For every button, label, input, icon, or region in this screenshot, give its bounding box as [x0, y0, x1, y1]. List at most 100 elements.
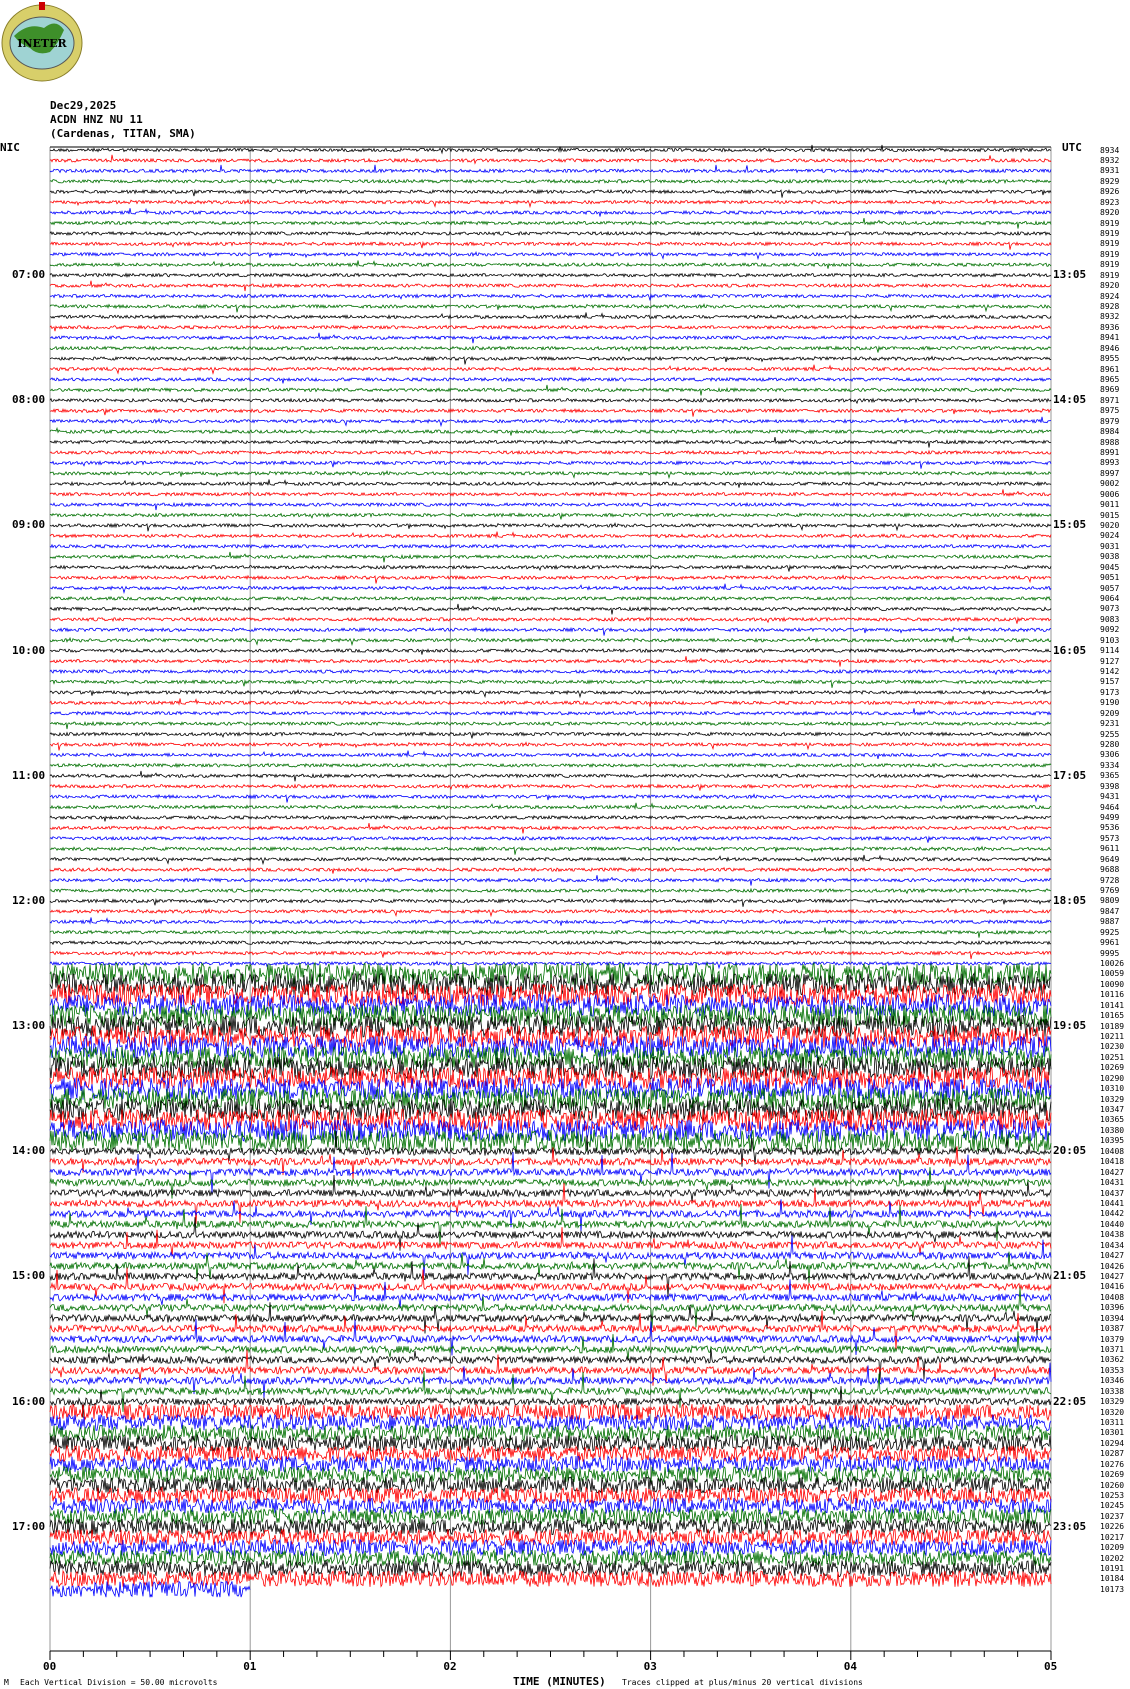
row-value: 8919 — [1100, 228, 1120, 238]
row-value: 10427 — [1100, 1271, 1125, 1281]
row-value: 10346 — [1100, 1376, 1125, 1386]
row-value: 10353 — [1100, 1365, 1125, 1375]
row-value: 10320 — [1100, 1407, 1125, 1417]
row-value: 9887 — [1100, 917, 1120, 927]
trace-row — [49, 1302, 1051, 1336]
trace-row — [49, 741, 1052, 751]
row-value: 10442 — [1100, 1209, 1125, 1219]
row-value: 10416 — [1100, 1282, 1125, 1292]
row-value: 10329 — [1100, 1397, 1125, 1407]
left-hour-label: 07:00 — [12, 268, 46, 282]
trace-row — [49, 1076, 1052, 1101]
row-value: 9255 — [1100, 729, 1120, 739]
row-value: 8991 — [1100, 447, 1120, 457]
row-value: 10426 — [1100, 1261, 1125, 1271]
row-value: 8919 — [1100, 218, 1120, 228]
row-value: 10347 — [1100, 1105, 1125, 1115]
trace-row — [49, 144, 1051, 155]
row-value: 10427 — [1100, 1167, 1125, 1177]
trace-row — [49, 376, 1052, 384]
row-value: 10090 — [1100, 979, 1125, 989]
trace-row — [49, 1151, 1052, 1193]
station-label: ACDN HNZ NU 11 — [50, 113, 143, 126]
row-value: 10202 — [1100, 1553, 1125, 1563]
row-value: 8932 — [1100, 312, 1120, 322]
trace-row — [49, 939, 1052, 946]
trace-row — [49, 1182, 1052, 1224]
row-value: 10251 — [1100, 1052, 1125, 1062]
trace-row — [49, 688, 1052, 699]
trace-row — [49, 364, 1052, 375]
row-value: 9064 — [1100, 593, 1120, 603]
row-value: 9961 — [1100, 938, 1120, 948]
row-value: 10379 — [1100, 1334, 1125, 1344]
trace-row — [49, 1528, 1052, 1547]
row-value: 10440 — [1100, 1219, 1125, 1229]
trace-row — [49, 426, 1052, 436]
row-value: 8920 — [1100, 281, 1120, 291]
row-value: 9649 — [1100, 854, 1120, 864]
left-hour-label: 13:00 — [12, 1019, 46, 1033]
right-hour-label: 22:05 — [1053, 1394, 1087, 1408]
trace-row — [49, 647, 1052, 655]
trace-row — [49, 887, 1052, 895]
trace-row — [49, 1267, 1052, 1304]
scale-note: Each Vertical Division = 50.00 microvolt… — [20, 1678, 218, 1687]
date-label: Dec29,2025 — [50, 99, 117, 112]
trace-row — [49, 854, 1052, 866]
row-value: 9051 — [1100, 573, 1120, 583]
row-value: 9688 — [1100, 865, 1120, 875]
trace-row — [49, 324, 1052, 332]
row-value: 8919 — [1100, 239, 1120, 249]
row-value: 8961 — [1100, 364, 1120, 374]
row-value: 8979 — [1100, 416, 1120, 426]
row-value: 9045 — [1100, 562, 1120, 572]
trace-row — [49, 1559, 1052, 1578]
row-value: 10438 — [1100, 1230, 1125, 1240]
row-value: 10209 — [1100, 1543, 1125, 1553]
trace-row — [49, 1055, 1052, 1080]
row-value: 10226 — [1100, 1522, 1125, 1532]
trace-row — [49, 564, 1052, 572]
trace-row — [49, 551, 1052, 563]
right-hour-label: 19:05 — [1053, 1019, 1087, 1033]
trace-row — [49, 1465, 1052, 1484]
row-value: 9173 — [1100, 687, 1120, 697]
row-value: 10371 — [1100, 1344, 1125, 1354]
row-value: 10441 — [1100, 1198, 1125, 1208]
x-tick-label: 02 — [443, 1660, 457, 1673]
trace-row — [49, 240, 1052, 250]
trace-row — [49, 1433, 1052, 1453]
row-value: 9073 — [1100, 604, 1120, 614]
right-hour-label: 18:05 — [1053, 893, 1087, 907]
row-value: 8934 — [1100, 145, 1120, 155]
trace-row — [49, 845, 1052, 855]
trace-row — [49, 917, 1052, 926]
trace-row — [49, 489, 1052, 497]
row-value: 10329 — [1100, 1094, 1125, 1104]
trace-row — [49, 770, 1051, 782]
trace-row — [49, 656, 1052, 667]
trace-row — [49, 531, 1052, 540]
right-hour-label: 17:05 — [1053, 768, 1087, 782]
trace-row — [49, 207, 1052, 217]
trace-row — [49, 1146, 1052, 1180]
row-value: 9431 — [1100, 792, 1120, 802]
row-value: 9847 — [1100, 906, 1120, 916]
row-value: 9020 — [1100, 520, 1120, 530]
trace-row — [49, 1003, 1052, 1028]
row-value: 8929 — [1100, 176, 1120, 186]
row-value: 10362 — [1100, 1355, 1125, 1365]
trace-row — [49, 332, 1052, 344]
trace-row — [49, 1256, 1052, 1298]
row-value: 10395 — [1100, 1136, 1125, 1146]
trace-row — [49, 293, 1052, 301]
row-value: 9006 — [1100, 489, 1120, 499]
trace-row — [49, 470, 1052, 480]
trace-row — [49, 1370, 1052, 1412]
row-value: 10394 — [1100, 1313, 1125, 1323]
row-value: 9209 — [1100, 708, 1120, 718]
trace-row — [49, 416, 1052, 428]
row-value: 10310 — [1100, 1084, 1125, 1094]
